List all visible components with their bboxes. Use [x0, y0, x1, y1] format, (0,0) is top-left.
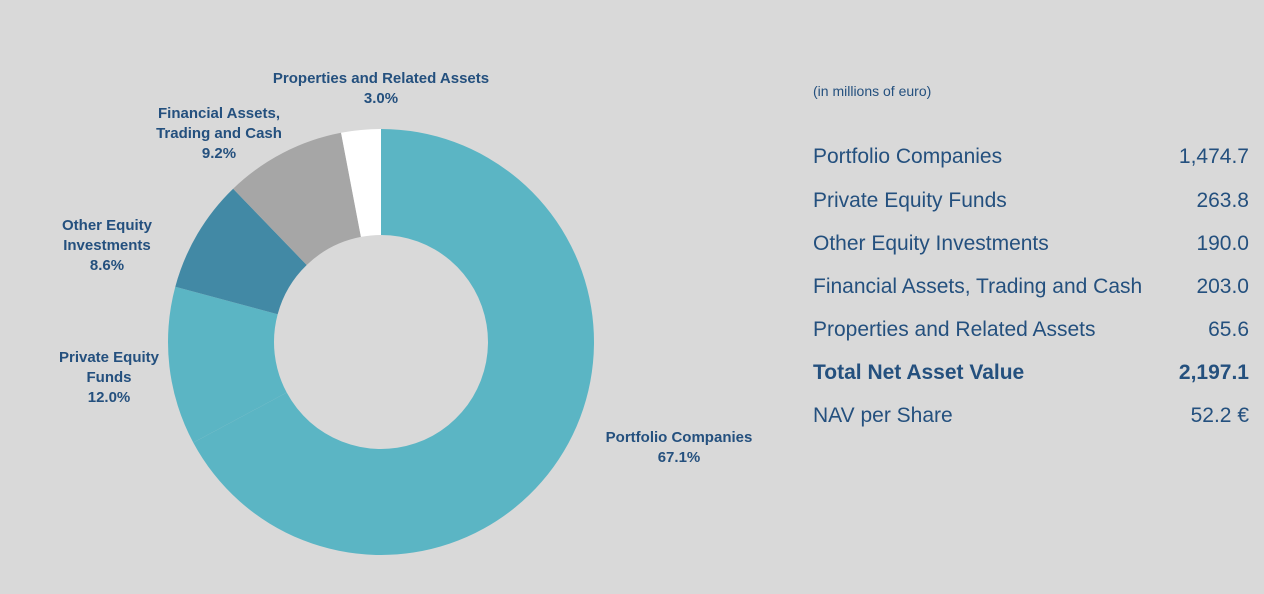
table-row-nav-per-share: NAV per Share 52.2 €: [813, 401, 1249, 431]
row-label: Portfolio Companies: [813, 145, 1003, 168]
table-row-private-equity-funds: Private Equity Funds 263.8: [813, 186, 1249, 216]
units-note: (in millions of euro): [813, 83, 932, 99]
row-value: 263.8: [1196, 189, 1249, 212]
label-private-equity-funds-name-2: Funds: [86, 369, 132, 386]
donut-slice-portfolio-companies: [193, 129, 594, 555]
label-other-equity-investments-pct: 8.6%: [89, 257, 125, 274]
donut-chart: [168, 129, 594, 555]
label-properties-name: Properties and Related Assets: [272, 70, 490, 87]
label-financial-assets-name-1: Financial Assets,: [157, 105, 280, 122]
label-portfolio-companies-pct: 67.1%: [657, 449, 701, 466]
nav-value: 52.2 €: [1190, 404, 1249, 427]
label-private-equity-funds-pct: 12.0%: [87, 389, 131, 406]
table-row-portfolio-companies: Portfolio Companies 1,474.7: [813, 142, 1249, 172]
donut-slice-properties-and-related-assets: [341, 129, 381, 237]
label-portfolio-companies-name: Portfolio Companies: [605, 429, 753, 446]
label-financial-assets-pct: 9.2%: [201, 145, 237, 162]
row-value: 65.6: [1208, 318, 1249, 341]
label-financial-assets-name-2: Trading and Cash: [156, 125, 282, 142]
label-other-equity-investments: Other Equity Investments 8.6%: [62, 216, 152, 276]
donut-chart-area: Portfolio Companies 67.1% Private Equity…: [59, 69, 753, 555]
table-row-total-nav: Total Net Asset Value 2,197.1: [813, 358, 1249, 388]
donut-slice-private-equity-funds: [168, 286, 287, 443]
nav-label: NAV per Share: [813, 404, 953, 427]
row-label: Properties and Related Assets: [813, 318, 1096, 341]
row-value: 190.0: [1196, 232, 1249, 255]
label-portfolio-companies: Portfolio Companies 67.1%: [606, 428, 753, 468]
label-properties: Properties and Related Assets 3.0%: [273, 69, 489, 109]
nav-table: (in millions of euro) Portfolio Companie…: [813, 0, 1249, 594]
label-financial-assets: Financial Assets, Trading and Cash 9.2%: [156, 104, 282, 164]
row-label: Private Equity Funds: [813, 189, 1007, 212]
label-private-equity-funds: Private Equity Funds 12.0%: [59, 348, 159, 408]
row-value: 1,474.7: [1178, 145, 1249, 168]
row-value: 203.0: [1196, 275, 1249, 298]
row-label: Other Equity Investments: [813, 232, 1049, 255]
donut-slice-other-equity-investments: [175, 188, 307, 315]
table-row-financial-assets: Financial Assets, Trading and Cash 203.0: [813, 272, 1249, 302]
donut-slice-financial-assets-trading-and-cash: [233, 132, 361, 265]
table-row-other-equity-investments: Other Equity Investments 190.0: [813, 229, 1249, 259]
label-other-equity-investments-name-2: Investments: [63, 237, 151, 254]
total-label: Total Net Asset Value: [813, 361, 1025, 384]
label-other-equity-investments-name-1: Other Equity: [61, 217, 153, 234]
label-properties-pct: 3.0%: [363, 90, 399, 107]
table-row-properties: Properties and Related Assets 65.6: [813, 315, 1249, 345]
row-label: Financial Assets, Trading and Cash: [813, 275, 1143, 298]
label-private-equity-funds-name-1: Private Equity: [58, 349, 160, 366]
total-value: 2,197.1: [1178, 361, 1249, 384]
